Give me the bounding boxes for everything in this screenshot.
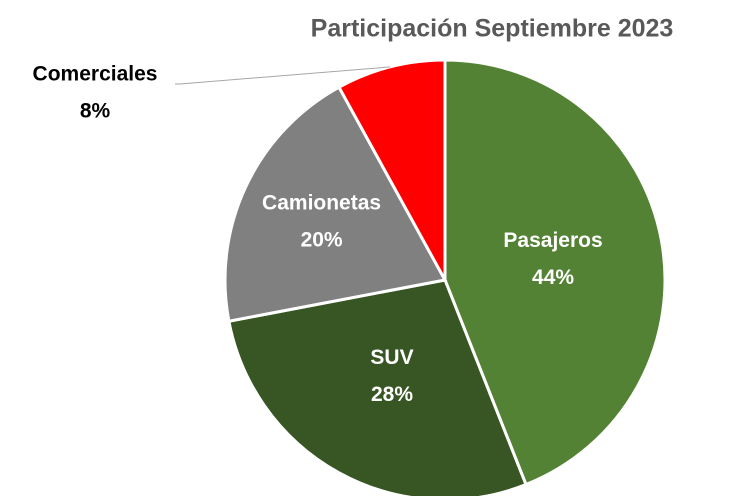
- leader-line: [175, 66, 391, 85]
- chart-title: Participación Septiembre 2023: [311, 15, 674, 43]
- value-label: 44%: [532, 266, 574, 289]
- value-label: 28%: [371, 383, 413, 406]
- category-label: SUV: [370, 346, 413, 369]
- value-label: 20%: [301, 228, 343, 251]
- pie-slice: [443, 58, 667, 487]
- category-label: Comerciales: [33, 63, 158, 86]
- category-label: Pasajeros: [503, 229, 602, 252]
- category-label: Camionetas: [262, 191, 381, 214]
- pie-slice: [223, 85, 448, 323]
- pie-slice: [336, 58, 447, 281]
- pie-slice: [227, 278, 528, 496]
- value-label: 8%: [80, 100, 111, 123]
